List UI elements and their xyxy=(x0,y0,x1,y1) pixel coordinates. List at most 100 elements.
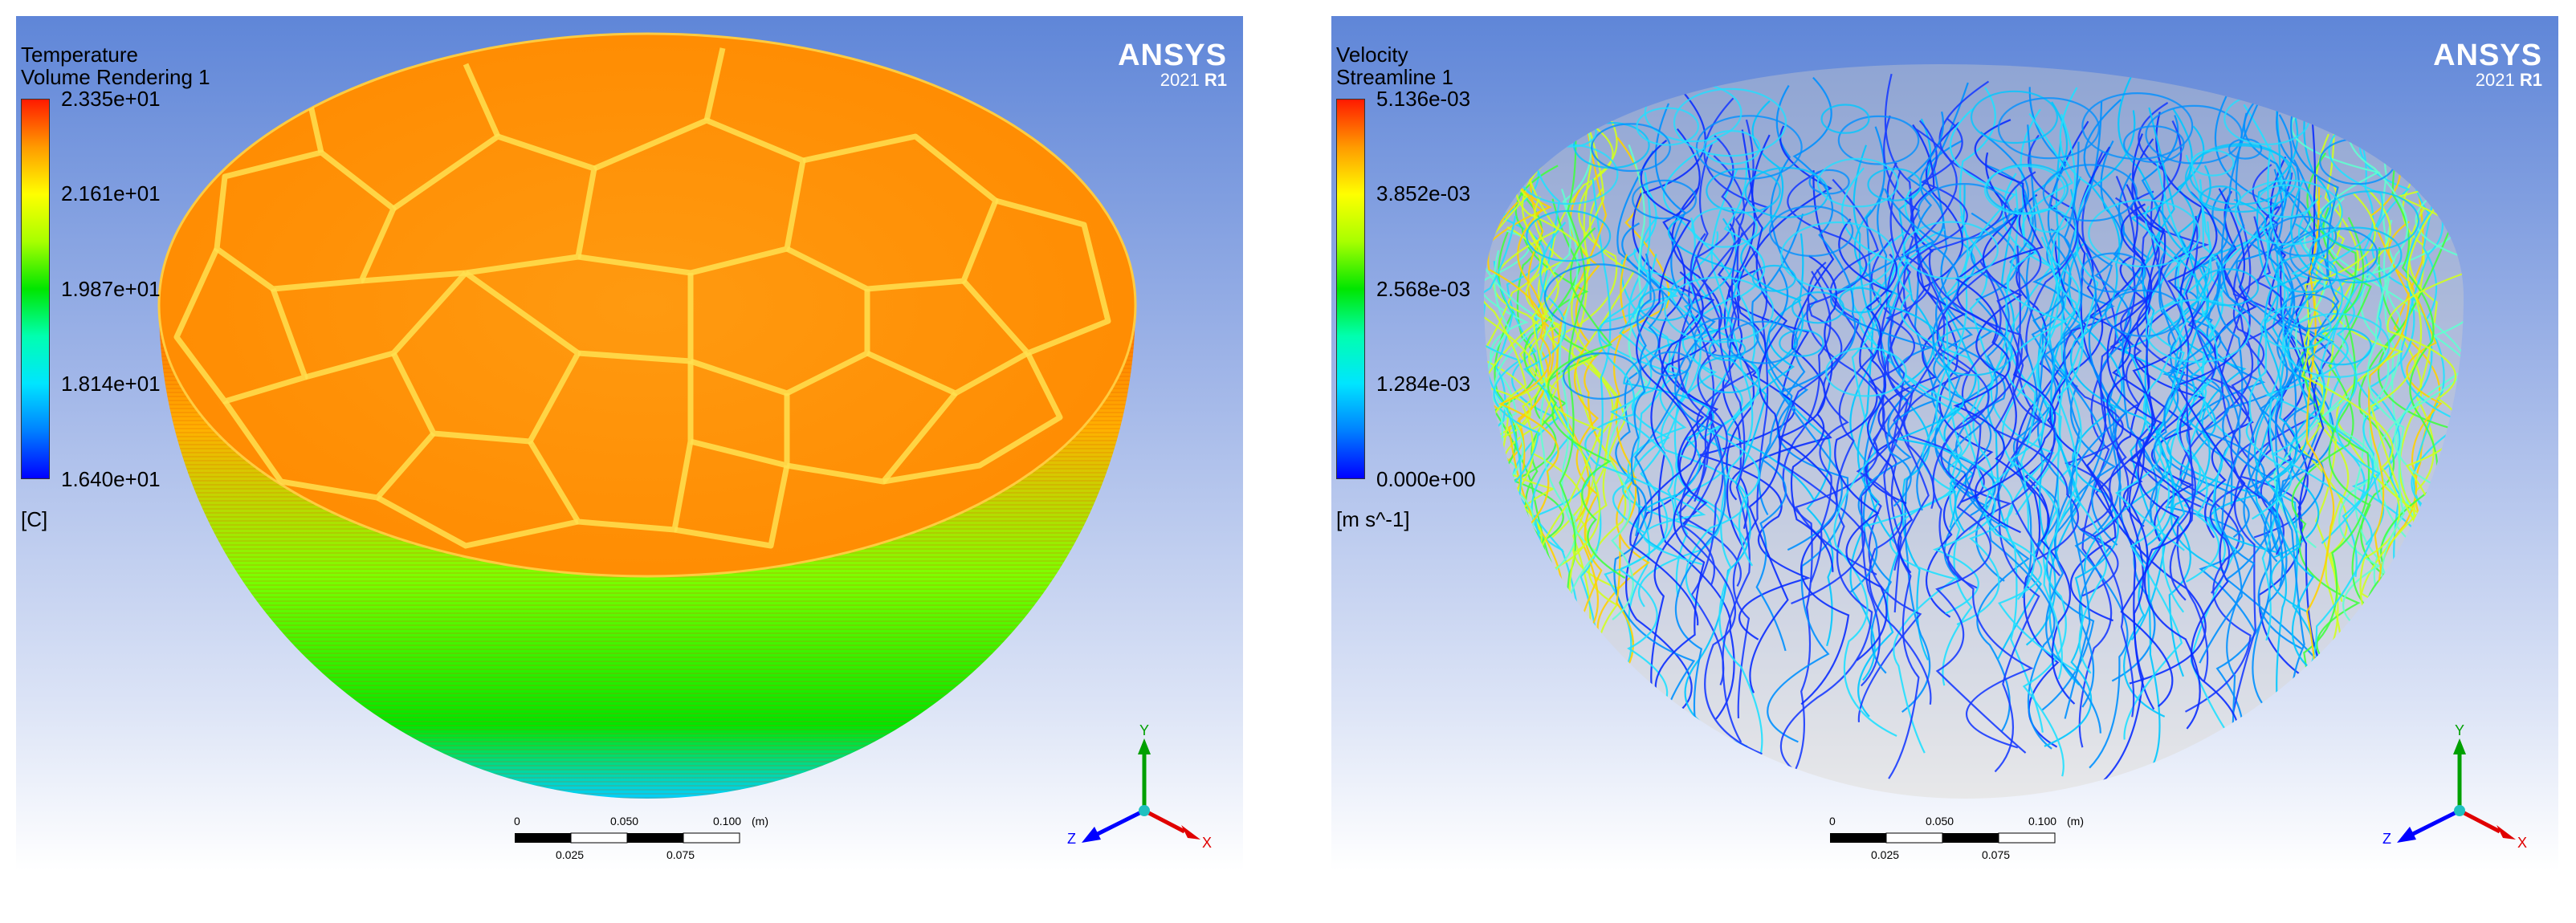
streamline xyxy=(2045,252,2127,734)
streamline-loop xyxy=(2319,190,2420,251)
streamline xyxy=(1935,261,2027,754)
streamline-loop xyxy=(1902,221,1999,280)
streamline xyxy=(1758,84,1818,516)
legend-tick-min: 0.000e+00 xyxy=(1376,467,1476,491)
streamline-loop xyxy=(1591,123,1671,173)
streamline-loop xyxy=(1779,329,1824,357)
streamline xyxy=(2044,241,2123,747)
streamline xyxy=(1922,121,1994,618)
streamline xyxy=(2123,159,2190,740)
legend-unit: [C] xyxy=(21,507,48,531)
streamline xyxy=(2115,205,2187,551)
streamline-loop xyxy=(1838,287,1881,314)
streamline xyxy=(2187,270,2250,594)
axis-triad-icon xyxy=(2397,738,2516,843)
streamline-loop xyxy=(1970,90,2059,144)
streamline xyxy=(1584,264,1706,566)
streamline xyxy=(1953,152,2021,534)
legend-unit: [m s^-1] xyxy=(1336,507,1410,531)
streamline xyxy=(2255,205,2301,499)
streamline xyxy=(1958,87,1996,531)
streamline xyxy=(2176,179,2226,583)
streamline-loop xyxy=(1695,115,1803,180)
streamline-loop xyxy=(1638,287,1693,322)
streamline xyxy=(1787,169,1885,575)
legend-tick-max: 5.136e-03 xyxy=(1376,87,1471,111)
streamline-loop xyxy=(2081,252,2146,293)
streamline xyxy=(1673,218,1702,597)
streamline xyxy=(1710,168,1763,767)
ruler-bar xyxy=(515,832,740,844)
streamline xyxy=(1883,170,1920,779)
streamline xyxy=(1682,233,1728,586)
streamline xyxy=(1684,218,1767,748)
streamline xyxy=(2005,185,2036,600)
streamline-loop xyxy=(2145,299,2251,364)
streamline xyxy=(1865,254,1914,574)
streamline xyxy=(1767,233,1834,647)
streamline xyxy=(1755,267,1793,652)
streamline xyxy=(2129,191,2218,730)
streamline xyxy=(1956,119,2056,503)
streamline xyxy=(2204,190,2257,539)
streamline xyxy=(2378,221,2443,586)
streamline xyxy=(1901,249,1939,713)
streamline xyxy=(2308,116,2360,602)
streamline-loop xyxy=(1703,129,1761,165)
legend-tick: 1.814e+01 xyxy=(61,372,161,396)
streamline xyxy=(1650,128,1719,690)
streamline-loop xyxy=(2260,306,2332,350)
streamline-loop xyxy=(1706,168,1781,214)
legend-tick: 1.284e-03 xyxy=(1376,372,1471,396)
streamline xyxy=(1833,167,1897,737)
streamline xyxy=(2061,101,2129,769)
streamline xyxy=(2128,133,2166,710)
streamline xyxy=(1584,136,1670,649)
streamline-loop xyxy=(2228,138,2263,160)
ruler-scale: 0 0.050 0.100 (m) 0.025 0.075 xyxy=(514,815,768,861)
streamline xyxy=(1623,216,1742,551)
streamline-loop xyxy=(1563,352,1641,401)
temperature-legend-colorbar xyxy=(21,99,50,479)
streamline xyxy=(1984,258,2081,673)
streamline xyxy=(1748,134,1789,693)
streamline-loop xyxy=(1543,263,1656,331)
streamline-loop xyxy=(1744,166,1829,218)
streamline-loop xyxy=(1820,104,1870,134)
temperature-viewport[interactable]: Temperature Volume Rendering 1 2.335e+01… xyxy=(16,16,1243,871)
streamline-loop xyxy=(2275,254,2338,294)
streamline xyxy=(2091,140,2132,546)
streamline xyxy=(1807,261,1849,583)
streamline xyxy=(1897,228,1996,615)
streamline-loop xyxy=(1917,183,2011,240)
streamline xyxy=(2150,250,2181,523)
streamline-loop xyxy=(1673,87,1787,157)
streamline-loop xyxy=(2042,164,2138,222)
streamline xyxy=(2193,88,2279,786)
streamline xyxy=(1782,270,1832,776)
streamline xyxy=(1830,188,1938,507)
streamline xyxy=(2130,108,2208,764)
streamline xyxy=(2301,152,2370,754)
variable-title: Velocity xyxy=(1336,43,1408,67)
streamline xyxy=(1654,103,1726,759)
streamline-loop xyxy=(1708,338,1747,361)
object-title: Volume Rendering 1 xyxy=(21,65,210,89)
streamline-loop xyxy=(1780,221,1895,291)
streamline-loop xyxy=(1808,169,1850,195)
axis-triad: Y Z X xyxy=(1064,722,1225,859)
streamline-loop xyxy=(1726,320,1799,364)
streamline xyxy=(2050,189,2081,560)
streamline xyxy=(1569,189,1603,647)
temperature-volume-rendering xyxy=(157,32,1137,799)
streamline xyxy=(2016,240,2087,748)
ansys-logo: ANSYS 2021 R1 xyxy=(2433,39,2542,90)
streamline xyxy=(2070,110,2172,572)
legend-tick: 2.161e+01 xyxy=(61,181,161,205)
streamline xyxy=(2114,72,2166,641)
velocity-viewport[interactable]: Velocity Streamline 1 5.136e-03 3.852e-0… xyxy=(1331,16,2558,871)
streamline-loop xyxy=(1751,264,1796,292)
streamline xyxy=(1849,187,1915,593)
streamline-loop xyxy=(1649,351,1692,377)
streamline-loop xyxy=(2184,144,2297,213)
